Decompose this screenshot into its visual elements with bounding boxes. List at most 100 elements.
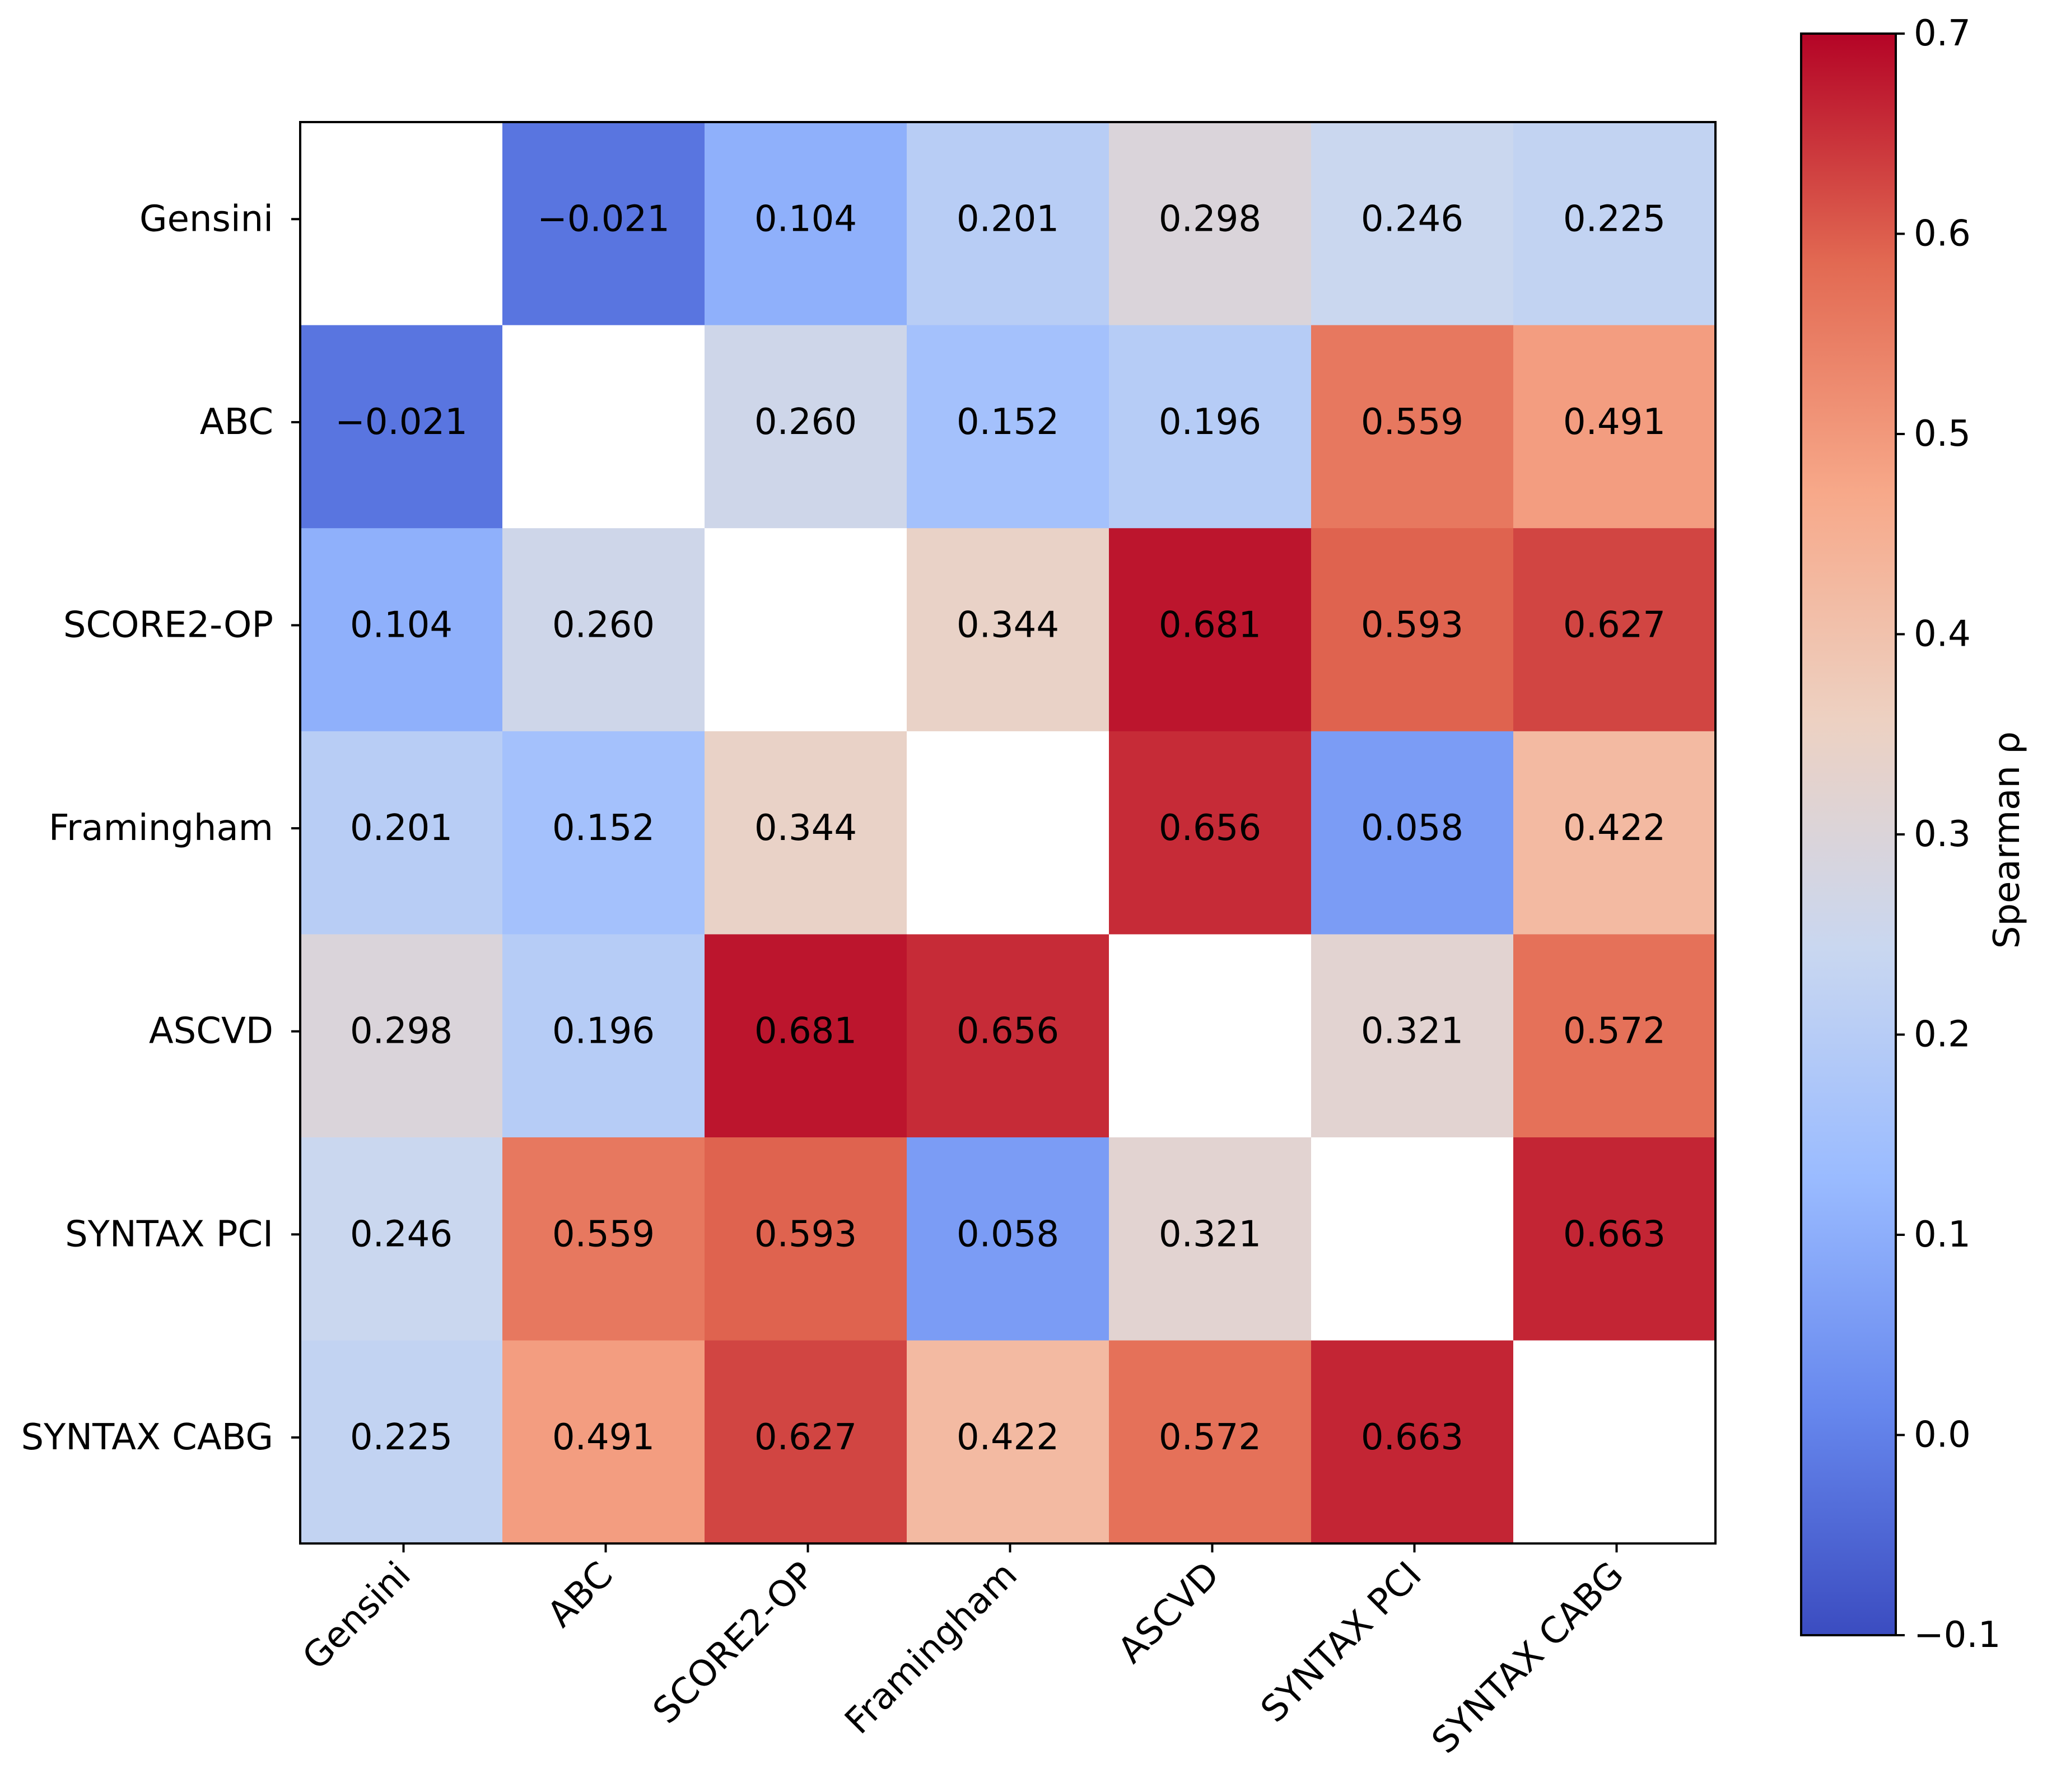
heatmap-cell	[1513, 325, 1716, 529]
heatmap-cell	[502, 1137, 705, 1341]
cell-value-label: 0.663	[1563, 1214, 1666, 1255]
cell-value-label: 0.593	[1361, 605, 1463, 646]
heatmap-cell	[1513, 1137, 1716, 1341]
heatmap-cell	[502, 325, 705, 529]
cell-value-label: 0.572	[1563, 1011, 1666, 1052]
y-tick-label: ASCVD	[149, 1011, 273, 1052]
cell-value-label: 0.422	[1563, 808, 1666, 849]
heatmap-cell	[1311, 1137, 1514, 1341]
plot-frame	[299, 121, 1717, 1545]
heatmap-cell	[502, 731, 705, 935]
cell-value-label: 0.663	[1361, 1417, 1463, 1458]
heatmap-cell	[705, 1340, 907, 1544]
colorbar-tick-label: −0.1	[1914, 1614, 2001, 1656]
heatmap-cell	[705, 731, 907, 935]
cell-value-label: 0.260	[754, 402, 857, 443]
heatmap-cell	[1513, 934, 1716, 1138]
y-tick-label: SCORE2-OP	[63, 605, 273, 646]
colorbar-tick-label: 0.4	[1914, 614, 1971, 655]
cell-value-label: 0.152	[957, 402, 1059, 443]
heatmap-cell	[1311, 528, 1514, 732]
cell-value-label: 0.196	[1159, 402, 1261, 443]
heatmap-cell	[705, 934, 907, 1138]
cell-value-label: 0.656	[957, 1011, 1059, 1052]
cell-value-label: 0.344	[957, 605, 1059, 646]
cell-value-label: 0.321	[1361, 1011, 1463, 1052]
cell-value-label: 0.246	[1361, 198, 1463, 240]
heatmap-cell	[1513, 731, 1716, 935]
heatmap-cell	[1513, 1340, 1716, 1544]
cell-value-label: −0.021	[335, 402, 468, 443]
cell-value-label: 0.491	[1563, 402, 1666, 443]
heatmap-cell	[1109, 325, 1312, 529]
cell-value-label: 0.298	[1159, 198, 1261, 240]
colorbar: −0.1 0.0 0.1 0.2 0.3 0.4 0.5 0.6 0.7 Spearman ρ	[1800, 13, 2028, 1656]
cell-value-label: 0.058	[957, 1214, 1059, 1255]
cell-value-label: 0.321	[1159, 1214, 1261, 1255]
heatmap-cell	[502, 934, 705, 1138]
cell-value-label: 0.344	[754, 808, 857, 849]
colorbar-gradient	[1801, 34, 1896, 1635]
heatmap-cell	[907, 528, 1109, 732]
cell-value-label: 0.422	[957, 1417, 1059, 1458]
heatmap-cell	[300, 122, 503, 326]
heatmap-cell	[1109, 528, 1312, 732]
heatmap-cell	[705, 528, 907, 732]
cell-value-label: 0.627	[754, 1417, 857, 1458]
colorbar-tick-label: 0.5	[1914, 413, 1971, 455]
heatmap-cell	[502, 122, 705, 326]
heatmap-cell	[300, 528, 503, 732]
heatmap-cells	[300, 122, 1716, 1544]
colorbar-title: Spearman ρ	[1987, 731, 2028, 949]
cell-value-label: 0.104	[754, 198, 857, 240]
cell-value-label: 0.298	[350, 1011, 453, 1052]
cell-value-label: 0.201	[957, 198, 1059, 240]
cell-value-label: 0.104	[350, 605, 453, 646]
colorbar-tick-label: 0.1	[1914, 1214, 1971, 1256]
cell-value-label: −0.021	[537, 198, 670, 240]
colorbar-tick-label: 0.6	[1914, 213, 1971, 255]
heatmap-cell	[907, 325, 1109, 529]
heatmap-cell	[907, 934, 1109, 1138]
heatmap-cell	[1311, 122, 1514, 326]
heatmap-cell	[1311, 1340, 1514, 1544]
colorbar-tick-label: 0.3	[1914, 814, 1971, 855]
cell-value-label: 0.058	[1361, 808, 1463, 849]
heatmap-cell	[300, 325, 503, 529]
colorbar-ticks: −0.1 0.0 0.1 0.2 0.3 0.4 0.5 0.6 0.7	[1896, 13, 2001, 1656]
cell-value-label: 0.593	[754, 1214, 857, 1255]
y-tick-label: SYNTAX PCI	[65, 1214, 273, 1255]
cell-value-label: 0.559	[552, 1214, 655, 1255]
heatmap-cell	[502, 1340, 705, 1544]
cell-value-label: 0.559	[1361, 402, 1463, 443]
cell-value-label: 0.681	[1159, 605, 1261, 646]
heatmap-cell	[1109, 122, 1312, 326]
y-axis: Gensini ABC SCORE2-OP Framingham ASCVD SYNTAX…	[21, 198, 300, 1458]
colorbar-tick-label: 0.0	[1914, 1415, 1971, 1456]
heatmap-cell	[907, 1137, 1109, 1341]
y-tick-label: Framingham	[49, 808, 273, 849]
cell-value-label: 0.491	[552, 1417, 655, 1458]
heatmap-cell	[300, 1340, 503, 1544]
colorbar-tick-label: 0.7	[1914, 13, 1971, 54]
heatmap-cell	[1311, 934, 1514, 1138]
colorbar-tick-label: 0.2	[1914, 1014, 1971, 1056]
heatmap-cell	[1311, 731, 1514, 935]
heatmap-cell	[300, 934, 503, 1138]
cell-value-label: 0.627	[1563, 605, 1666, 646]
y-tick-label: Gensini	[139, 198, 273, 240]
cell-value-label: 0.196	[552, 1011, 655, 1052]
y-tick-label: SYNTAX CABG	[21, 1417, 273, 1458]
cell-value-label: 0.681	[754, 1011, 857, 1052]
cell-value-label: 0.246	[350, 1214, 453, 1255]
heatmap-cell	[1109, 1340, 1312, 1544]
cell-value-label: 0.572	[1159, 1417, 1261, 1458]
heatmap-cell	[907, 1340, 1109, 1544]
heatmap-cell	[1109, 934, 1312, 1138]
heatmap-cell	[907, 731, 1109, 935]
heatmap-cell	[705, 325, 907, 529]
heatmap-cell	[1513, 528, 1716, 732]
heatmap-cell	[502, 528, 705, 732]
y-tick-label: ABC	[200, 402, 273, 443]
